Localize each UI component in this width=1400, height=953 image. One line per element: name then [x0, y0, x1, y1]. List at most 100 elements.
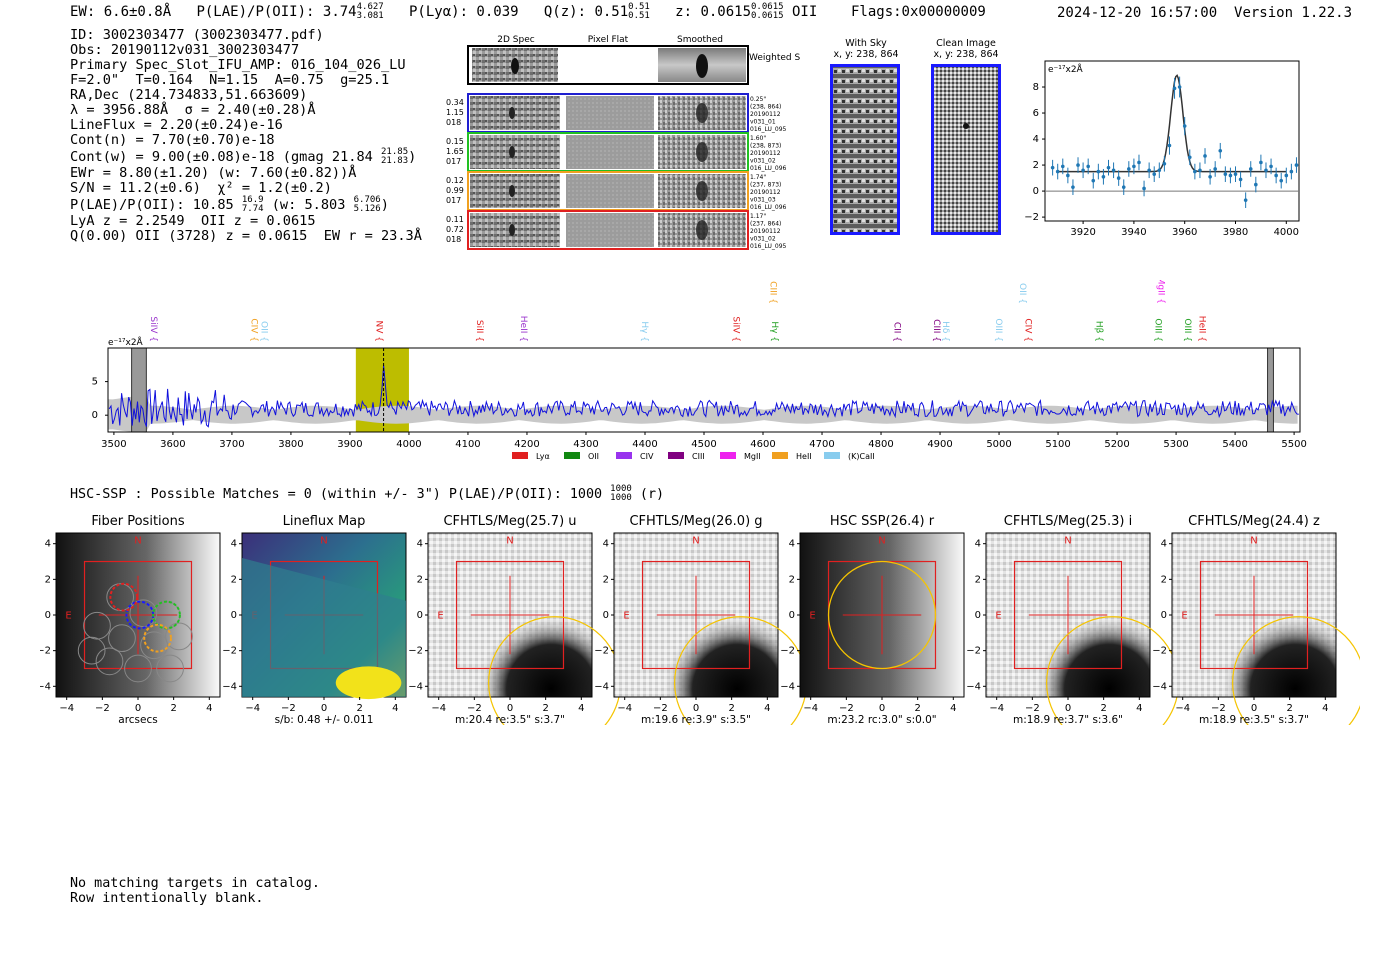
hsc-summary: HSC-SSP : Possible Matches = 0 (within +… [70, 485, 664, 503]
with-sky-image [830, 64, 900, 235]
col-smoothed: Smoothed [677, 35, 723, 45]
panel-y-tick-label: 0 [975, 610, 981, 621]
plae-text: P(LAE)/P(OII): 10.85 [70, 197, 234, 213]
cutout-right-label: (238, 864) [750, 104, 781, 111]
fit-frame [1044, 60, 1300, 222]
north-label: N [878, 536, 885, 547]
panel-y-tick-label: 0 [417, 610, 423, 621]
spec-x-tick-label: 5500 [1281, 439, 1306, 450]
cutout-right-label: 016_LU_096 [750, 204, 787, 211]
panel-y-tick-label: −4 [780, 681, 795, 692]
legend-swatch [564, 452, 580, 459]
cutout-source [509, 185, 515, 197]
legend-swatch [824, 452, 840, 459]
info-contn: Cont(n) = 7.70(±0.70)e-18 [70, 132, 275, 148]
info-id: ID: 3002303477 (3002303477.pdf) [70, 27, 324, 43]
legend-label: OII [588, 452, 599, 461]
panel-caption: m:19.6 re:3.9" s:3.5" [641, 714, 751, 725]
emission-line-label: CIV { [248, 318, 258, 342]
fit-y-tick-label: 4 [1033, 134, 1039, 145]
cutout-right-label: v031_02 [750, 158, 776, 165]
panel-x-tick-label: −2 [467, 703, 482, 714]
emission-line-label: MgII { [1155, 280, 1165, 304]
fit-point [1238, 177, 1243, 182]
flux-peak [335, 666, 402, 700]
fit-point [1162, 161, 1167, 166]
fit-unit-label: e⁻¹⁷x2Å [1048, 63, 1084, 75]
panel-y-tick-label: 2 [789, 574, 795, 585]
fit-point [1066, 173, 1070, 178]
cutout-right-label: 0.25" [750, 96, 766, 103]
legend-label: CIV [640, 452, 654, 461]
spec-x-tick-label: 4000 [396, 439, 421, 450]
cutout-left-label: 0.34 [446, 98, 464, 107]
panel-x-tick-label: 0 [321, 703, 327, 714]
panel-caption: m:20.4 re:3.5" s:3.7" [455, 714, 565, 725]
fit-point [1198, 168, 1202, 173]
info-contw: Cont(w) = 9.00(±0.08)e-18 (gmag 21.84 21… [70, 147, 417, 166]
cutout-right-label: 016_LU_096 [750, 165, 787, 172]
spec-x-tick-label: 4900 [927, 439, 952, 450]
fit-point [1187, 155, 1192, 160]
weighted-source-2d [511, 58, 519, 74]
catalog-footer: No matching targets in catalog. Row inte… [70, 876, 320, 906]
legend-swatch [616, 452, 632, 459]
panel-x-tick-label: −4 [59, 703, 74, 714]
contw-text: Cont(w) = 9.00(±0.08)e-18 (gmag 21.84 [70, 149, 373, 165]
legend-swatch [720, 452, 736, 459]
emission-line-label: CIII { [768, 281, 778, 304]
emission-line-label: Hγ { [639, 321, 649, 342]
fit-y-tick-label: 8 [1033, 82, 1039, 93]
summary-header: EW: 6.6±0.8Å P(LAE)/P(OII): 3.74 4.627 3.0… [70, 3, 986, 21]
cutout-source-smooth [696, 181, 708, 201]
emission-line-label: SiIV { [148, 316, 158, 342]
plae-w-lo: 5.126 [353, 204, 381, 214]
aperture-ellipse [827, 560, 937, 670]
info-lineflux: LineFlux = 2.20(±0.24)e-16 [70, 117, 283, 133]
fit-point [1208, 174, 1212, 179]
panel-y-tick-label: 4 [975, 539, 981, 550]
aperture-box [1199, 560, 1309, 670]
cutout-left-label: 1.65 [446, 147, 464, 156]
fit-point [1243, 198, 1248, 202]
sky-images [830, 64, 1001, 235]
cutout-right-label: v031_02 [750, 236, 776, 243]
panel-x-tick-label: 0 [507, 703, 513, 714]
info-lya: LyA z = 2.2549 OII z = 0.0615 [70, 213, 316, 229]
fit-point [1289, 169, 1294, 174]
spec-x-tick-label: 5000 [986, 439, 1011, 450]
spec-x-tick-label: 4100 [455, 439, 480, 450]
info-slot: Primary Spec_Slot_IFU_AMP: 016_104_026_L… [70, 57, 406, 73]
fiber-circle [83, 611, 111, 640]
north-label: N [134, 536, 141, 547]
panel-y-tick-label: 4 [1161, 539, 1167, 550]
spec-x-tick-label: 5400 [1222, 439, 1247, 450]
legend-label: HeII [796, 452, 812, 461]
fit-point [1233, 172, 1238, 176]
spec-x-tick-label: 5300 [1163, 439, 1188, 450]
footer-line-2: Row intentionally blank. [70, 891, 264, 906]
fiber-circle [156, 654, 184, 683]
fit-point [1223, 172, 1228, 176]
contw-lo: 21.83 [381, 156, 409, 166]
aperture-box [1013, 560, 1123, 670]
flux-region [242, 557, 406, 697]
fit-point [1132, 164, 1136, 169]
aperture-ellipse [1232, 616, 1360, 725]
contw-hi: 21.85 [381, 147, 409, 157]
version: Version 1.22.3 [1234, 5, 1353, 21]
cutout-source-smooth [696, 220, 708, 240]
spec-x-tick-label: 4700 [809, 439, 834, 450]
spec-x-tick-label: 4800 [868, 439, 893, 450]
panel-x-tick-label: 2 [728, 703, 734, 714]
clean-image [931, 64, 1001, 235]
cutout-left-label: 018 [446, 118, 461, 127]
emission-line-label: SiII { [474, 320, 484, 342]
hsc-hi: 1000 [610, 484, 632, 494]
panel-x-tick-label: 4 [950, 703, 956, 714]
fit-point [1086, 164, 1090, 169]
panel-y-tick-label: −2 [594, 646, 609, 657]
panel-x-tick-label: −4 [803, 703, 818, 714]
cutout-source [509, 107, 515, 119]
panel-y-tick-label: 2 [975, 574, 981, 585]
